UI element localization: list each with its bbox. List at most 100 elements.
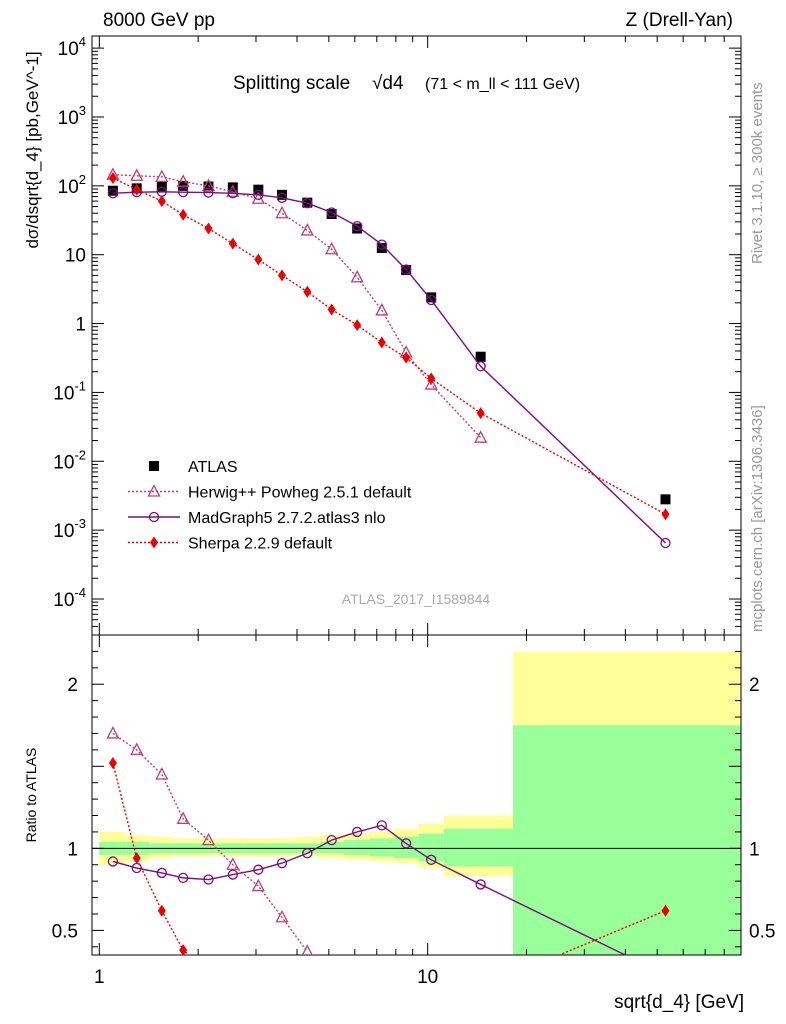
sherpa-point (254, 253, 263, 266)
data-point (107, 185, 118, 196)
band-stat (369, 838, 395, 857)
sherpa-point (157, 904, 166, 917)
madgraph-point (352, 220, 363, 232)
madgraph-point (227, 188, 238, 199)
herwig-point (155, 767, 169, 780)
y-tick-label: 10 (65, 246, 86, 267)
y-axis-label-ratio: Ratio to ATLAS (23, 748, 39, 843)
madgraph-point (326, 834, 337, 846)
sherpa-point (661, 508, 670, 521)
madgraph-point (107, 188, 119, 199)
title-range: (71 < m_ll < 111 GeV) (425, 76, 580, 93)
ratio-tick-label: 2 (67, 675, 78, 696)
madgraph-point (302, 198, 313, 209)
series-line (112, 191, 666, 544)
herwig-point (130, 168, 144, 181)
sherpa-point (402, 351, 411, 364)
ratio-tick-label: 0.5 (52, 921, 78, 942)
madgraph-point (177, 186, 189, 198)
madgraph-point (276, 192, 288, 203)
madgraph-point (156, 867, 167, 879)
title-symbol: √d4 (372, 73, 404, 94)
madgraph-point (302, 848, 313, 859)
herwig-point (201, 832, 216, 846)
madgraph-point (376, 239, 387, 250)
herwig-point (226, 184, 240, 197)
madgraph-point (475, 361, 486, 372)
madgraph-point (660, 537, 671, 549)
herwig-point (300, 223, 314, 236)
y-axis-label-main: dσ/dsqrt{d_4} [pb,GeV^-1] (23, 51, 42, 248)
series-line (112, 177, 666, 515)
madgraph-point (253, 189, 264, 200)
x-axis-label: sqrt{d_4} [GeV] (614, 992, 744, 1013)
herwig-point (301, 944, 313, 955)
madgraph-point (401, 838, 412, 849)
sherpa-point (179, 208, 188, 221)
plot-area (106, 167, 671, 955)
madgraph-point (426, 294, 437, 306)
sherpa-point (150, 536, 158, 549)
herwig-point (325, 241, 339, 255)
y-tick-label: 103 (58, 103, 86, 129)
y-tick-label: 104 (58, 34, 86, 60)
madgraph-point (276, 857, 288, 869)
sherpa-point (204, 222, 213, 235)
chart-title: Splitting scale (233, 73, 350, 94)
herwig-point (106, 726, 120, 739)
ratio-tick-label: 2 (749, 675, 760, 696)
sherpa-point (157, 195, 166, 208)
legend: ATLAS Herwig++ Powheg 2.5.1 default MadGra… (128, 459, 412, 553)
sherpa-point (377, 336, 386, 349)
herwig-point (424, 377, 438, 390)
madgraph-point (326, 207, 337, 218)
band-stat (343, 840, 370, 855)
madgraph-point (203, 187, 214, 198)
sherpa-point (476, 407, 485, 420)
sherpa-point (179, 944, 188, 955)
ratio-tick-label: 0.5 (749, 921, 775, 942)
data-point (227, 182, 238, 193)
herwig-point (147, 484, 161, 497)
y-tick-label: 10-3 (53, 516, 86, 542)
uncertainty-bands (99, 651, 741, 955)
madgraph-point (148, 511, 160, 523)
sherpa-point (108, 171, 117, 184)
sherpa-point (228, 237, 237, 250)
madgraph-point (253, 864, 264, 875)
data-point (352, 223, 363, 234)
band-stat (513, 725, 741, 955)
legend-label: Herwig++ Powheg 2.5.1 default (188, 485, 412, 502)
herwig-point (226, 857, 240, 870)
madgraph-point (203, 874, 214, 885)
y-tick-label: 10-1 (53, 378, 86, 404)
sherpa-point (132, 852, 141, 865)
madgraph-point (475, 879, 486, 890)
herwig-point (176, 174, 190, 187)
herwig-point (275, 205, 289, 219)
data-point (276, 189, 287, 200)
ratio-line (112, 732, 308, 953)
x-tick-label: 10 (417, 967, 438, 988)
sherpa-point (303, 285, 312, 298)
y-tick-label: 10-2 (53, 447, 86, 473)
sherpa-point (353, 319, 362, 332)
data-point (426, 292, 437, 303)
energy-label: 8000 GeV pp (103, 10, 215, 31)
ratio-tick-label: 1 (749, 839, 760, 860)
y-tick-label: 102 (58, 172, 86, 198)
axes: 1 10 10-4 10-3 10-2 10-1 1 10 102 103 104 0.5 0.5 1 1 2… (52, 34, 776, 988)
madgraph-point (376, 820, 387, 831)
ratio-tick-label: 1 (67, 839, 78, 860)
madgraph-point (177, 872, 189, 884)
data-point (253, 184, 264, 195)
herwig-point (201, 178, 216, 191)
data-point (660, 494, 671, 505)
mcplots-label: mcplots.cern.ch [arXiv:1306.3436] (749, 405, 766, 632)
x-tick-label: 1 (94, 967, 105, 988)
process-label: Z (Drell-Yan) (626, 10, 733, 31)
series-line (112, 174, 482, 439)
sherpa-point (327, 303, 336, 316)
band-stat (320, 841, 344, 854)
